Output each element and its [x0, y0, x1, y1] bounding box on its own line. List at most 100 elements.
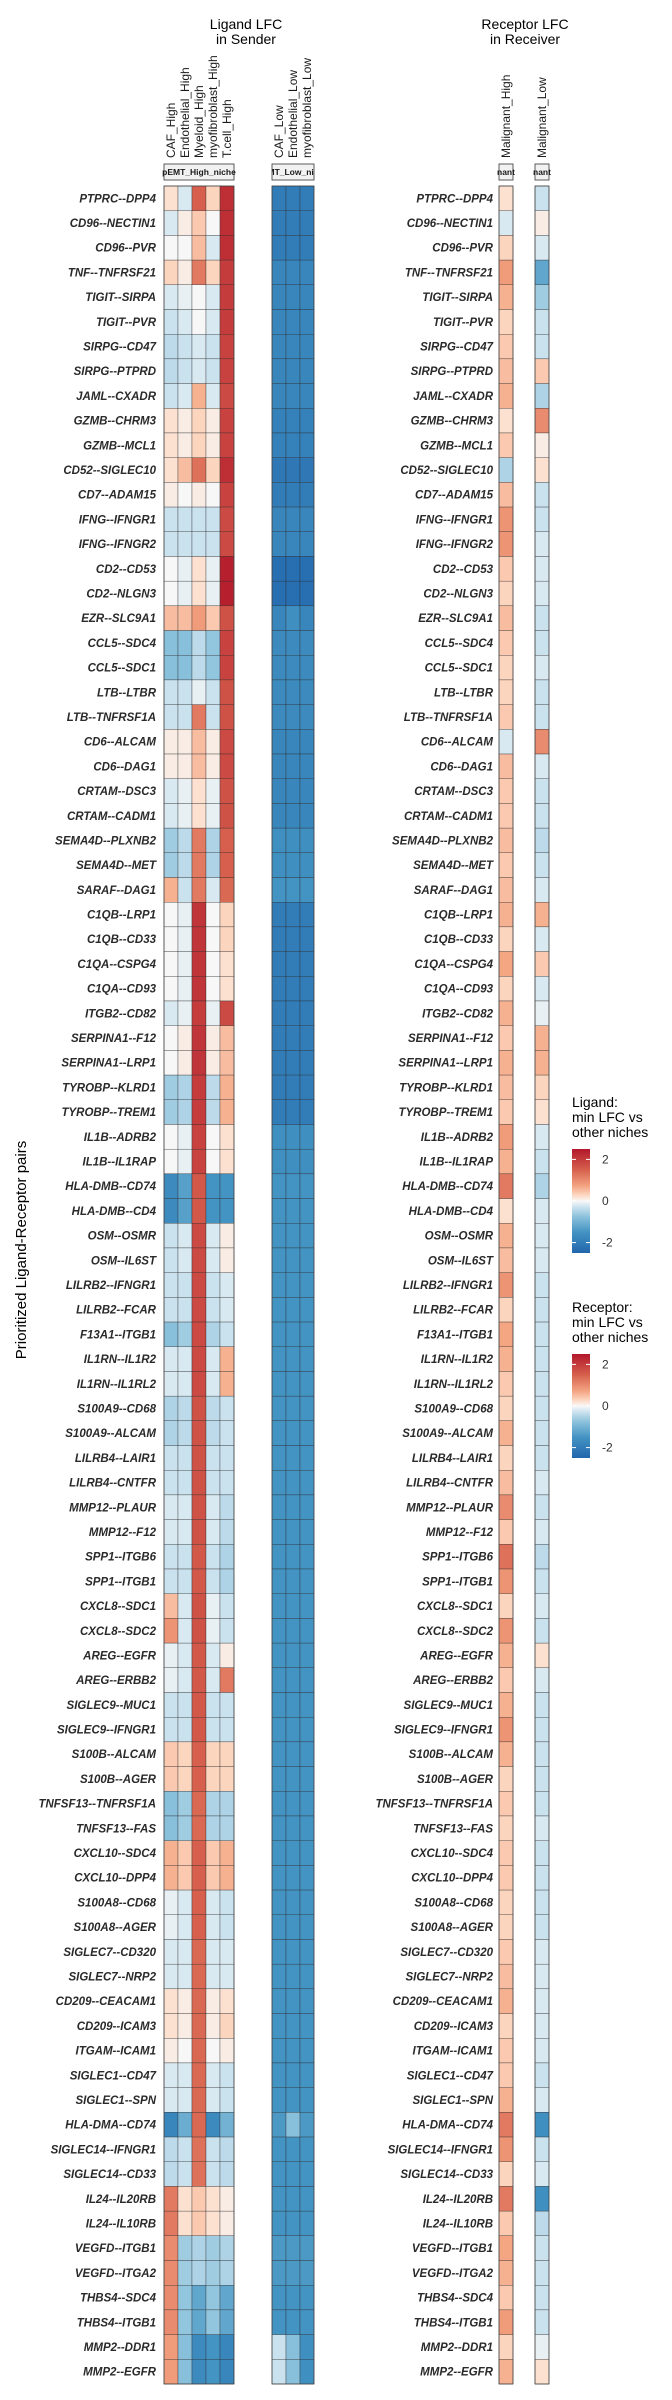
tile-ligand-high: [219, 655, 235, 681]
legend-receptor-title-1: min LFC vs: [572, 1314, 643, 1330]
tile-ligand-low: [285, 432, 301, 458]
row-label-receptor: LILRB2--FCAR: [413, 1305, 494, 1317]
tile-ligand-low: [285, 1297, 301, 1323]
row-label-receptor: CD96--NECTIN1: [407, 218, 493, 230]
tile-receptor-high: [498, 383, 514, 409]
tile-receptor-high: [498, 1050, 514, 1076]
tile-ligand-low: [271, 1889, 287, 1915]
tile-ligand-low: [271, 1074, 287, 1100]
tile-ligand-high: [219, 2136, 235, 2162]
tile-ligand-high: [163, 2161, 179, 2187]
tile-receptor-low: [534, 1074, 550, 1100]
tile-receptor-high: [498, 2013, 514, 2039]
tile-ligand-high: [205, 2334, 221, 2360]
tile-receptor-low: [534, 580, 550, 607]
tile-ligand-high: [205, 1470, 221, 1496]
tile-ligand-high: [219, 432, 235, 458]
tile-ligand-low: [271, 803, 287, 829]
tile-receptor-high: [498, 1494, 514, 1520]
tile-ligand-high: [205, 1939, 221, 1965]
tile-ligand-high: [163, 1148, 179, 1175]
tile-receptor-high: [498, 1741, 514, 1767]
tile-receptor-low: [534, 1642, 550, 1668]
tile-ligand-low: [271, 2309, 287, 2335]
tile-ligand-high: [163, 1395, 179, 1422]
tile-receptor-high: [498, 753, 514, 779]
tile-receptor-high: [498, 2038, 514, 2064]
row-label-receptor: LILRB4--CNTFR: [406, 1478, 494, 1490]
row-label-ligand: LILRB4--LAIR1: [75, 1453, 156, 1465]
tile-ligand-low: [271, 877, 287, 903]
tile-receptor-low: [534, 803, 550, 829]
row-label-receptor: SIRPG--PTPRD: [411, 366, 493, 378]
strip-receptor-2: [534, 163, 550, 181]
tile-ligand-high: [163, 1420, 179, 1446]
tile-ligand-high: [177, 556, 193, 582]
row-label-ligand: MMP12--PLAUR: [69, 1502, 157, 1514]
tile-receptor-low: [534, 1420, 550, 1446]
tile-ligand-high: [163, 1025, 179, 1051]
tile-ligand-high: [177, 679, 193, 705]
tile-ligand-high: [163, 877, 179, 903]
tile-receptor-low: [534, 531, 550, 557]
row-label-receptor: LTB--TNFRSF1A: [404, 712, 493, 724]
tile-ligand-high: [219, 1346, 235, 1372]
tile-ligand-high: [205, 1272, 221, 1298]
tile-ligand-high: [163, 1074, 179, 1100]
tile-ligand-low: [271, 210, 287, 236]
ligand-title-line2: in Sender: [216, 31, 276, 47]
tile-ligand-high: [177, 2038, 193, 2064]
tile-ligand-high: [191, 1963, 207, 1990]
tile-ligand-low: [271, 1148, 287, 1175]
row-label-receptor: S100A8--AGER: [411, 1922, 494, 1934]
tile-ligand-low: [285, 2038, 301, 2064]
row-label-ligand: SIRPG--PTPRD: [74, 366, 156, 378]
row-label-receptor: ITGB2--CD82: [422, 1008, 494, 1020]
row-label-ligand: S100B--ALCAM: [72, 1749, 157, 1761]
row-label-ligand: MMP2--DDR1: [84, 2342, 156, 2354]
tile-ligand-low: [271, 2235, 287, 2261]
tile-receptor-high: [498, 1346, 514, 1372]
tile-ligand-low: [285, 383, 301, 409]
tile-ligand-high: [205, 951, 221, 977]
tile-ligand-high: [205, 1124, 221, 1150]
tile-receptor-high: [498, 334, 514, 360]
row-label-receptor: HLA-DMB--CD4: [409, 1206, 494, 1218]
row-label-ligand: THBS4--SDC4: [80, 2293, 157, 2305]
tile-receptor-low: [534, 2285, 550, 2311]
tile-ligand-high: [205, 1815, 221, 1841]
tile-receptor-low: [534, 2235, 550, 2261]
tile-ligand-high: [177, 1445, 193, 1471]
tile-ligand-high: [163, 1766, 179, 1792]
tile-receptor-low: [534, 1124, 550, 1150]
tile-ligand-high: [163, 2210, 179, 2236]
row-label-receptor: TIGIT--PVR: [433, 317, 494, 329]
row-label-receptor: SEMA4D--MET: [413, 860, 494, 872]
tile-ligand-high: [219, 1025, 235, 1051]
tile-ligand-high: [191, 1247, 207, 1273]
row-label-ligand: MMP12--F12: [89, 1527, 157, 1539]
tile-ligand-high: [205, 358, 221, 384]
tile-receptor-low: [534, 2161, 550, 2187]
tile-receptor-high: [498, 2359, 514, 2385]
tile-ligand-high: [205, 2235, 221, 2261]
tile-ligand-high: [219, 408, 235, 434]
tile-ligand-high: [191, 827, 207, 853]
tile-ligand-high: [191, 408, 207, 434]
tile-ligand-high: [219, 976, 235, 1002]
tile-receptor-low: [534, 2334, 550, 2360]
tile-receptor-high: [498, 1914, 514, 1940]
row-label-ligand: CD209--ICAM3: [77, 2021, 157, 2033]
tile-ligand-high: [163, 655, 179, 681]
tile-receptor-low: [534, 1519, 550, 1545]
row-label-receptor: SIGLEC1--CD47: [407, 2070, 494, 2082]
tile-ligand-low: [285, 1223, 301, 1249]
tile-ligand-low: [271, 1494, 287, 1520]
row-label-receptor: C1QB--LRP1: [424, 910, 493, 922]
tile-receptor-low: [534, 556, 550, 582]
tile-ligand-high: [219, 926, 235, 952]
tile-ligand-high: [191, 803, 207, 829]
tile-ligand-low: [285, 951, 301, 977]
tile-ligand-high: [219, 2260, 235, 2286]
tile-ligand-low: [285, 408, 301, 434]
